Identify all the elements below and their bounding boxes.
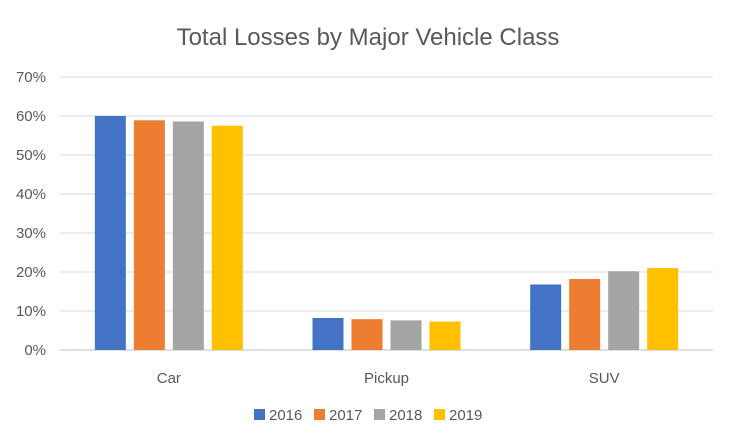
legend-label: 2019 bbox=[449, 407, 482, 424]
y-tick-label: 60% bbox=[16, 108, 46, 125]
y-tick-label: 50% bbox=[16, 147, 46, 164]
legend: 2016 2017 2018 2019 bbox=[254, 407, 482, 424]
y-tick-label: 10% bbox=[16, 303, 46, 320]
gridlines bbox=[60, 76, 713, 351]
legend-swatch bbox=[254, 409, 265, 420]
y-tick-label: 20% bbox=[16, 264, 46, 281]
legend-swatch bbox=[434, 409, 445, 420]
chart-title: Total Losses by Major Vehicle Class bbox=[177, 24, 560, 51]
bar-suv-2017 bbox=[569, 279, 601, 350]
bar-pickup-2018 bbox=[390, 320, 422, 350]
bar-car-2019 bbox=[211, 125, 243, 350]
bar-suv-2016 bbox=[530, 284, 562, 350]
legend-swatch bbox=[314, 409, 325, 420]
bar-suv-2019 bbox=[647, 268, 679, 350]
bar-car-2016 bbox=[94, 116, 126, 350]
y-axis-ticks: 0% 10% 20% 30% 40% 50% 60% 70% bbox=[16, 69, 46, 359]
bar-car-2017 bbox=[133, 120, 165, 350]
bar-pickup-2016 bbox=[312, 318, 344, 350]
legend-label: 2016 bbox=[269, 407, 302, 424]
x-category-label: Pickup bbox=[364, 370, 409, 387]
x-category-label: Car bbox=[157, 370, 181, 387]
legend-label: 2017 bbox=[329, 407, 362, 424]
legend-swatch bbox=[374, 409, 385, 420]
y-tick-label: 30% bbox=[16, 225, 46, 242]
bar-pickup-2019 bbox=[429, 321, 461, 350]
bar-car-2018 bbox=[172, 121, 204, 351]
bar-suv-2018 bbox=[608, 271, 640, 350]
x-category-label: SUV bbox=[589, 370, 620, 387]
y-tick-label: 40% bbox=[16, 186, 46, 203]
x-axis-categories: Car Pickup SUV bbox=[157, 370, 620, 387]
bar-pickup-2017 bbox=[351, 319, 383, 350]
bars bbox=[94, 116, 679, 351]
legend-label: 2018 bbox=[389, 407, 422, 424]
y-tick-label: 0% bbox=[24, 342, 46, 359]
y-tick-label: 70% bbox=[16, 69, 46, 86]
